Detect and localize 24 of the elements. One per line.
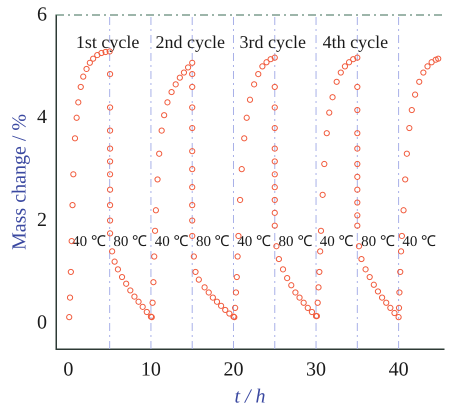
x-tick-label: 0: [63, 358, 74, 380]
x-tick-label: 30: [306, 358, 326, 380]
x-tick-label: 10: [140, 358, 161, 380]
annotation: 80 ℃: [113, 234, 148, 250]
annotation: 80 ℃: [361, 234, 395, 250]
annotation: 4th cycle: [322, 32, 388, 52]
annotation: 40 ℃: [154, 234, 188, 250]
annotation: 2nd cycle: [155, 32, 225, 52]
annotation: 1st cycle: [76, 32, 140, 52]
x-axis-title: t / h: [234, 385, 266, 408]
y-tick-label: 0: [37, 312, 47, 334]
x-tick-label: 20: [223, 358, 244, 380]
annotation: 3rd cycle: [240, 32, 306, 52]
y-tick-label: 2: [37, 208, 47, 231]
y-tick-label: 4: [37, 106, 47, 128]
x-tick-label: 40: [388, 358, 409, 380]
annotation: 40 ℃: [237, 234, 272, 250]
annotation: 40 ℃: [402, 234, 436, 250]
annotation: 80 ℃: [196, 234, 230, 250]
annotation: 80 ℃: [278, 234, 312, 250]
y-axis-title: Mass change / %: [8, 114, 30, 250]
annotation: 40 ℃: [72, 234, 106, 250]
annotation: 40 ℃: [320, 234, 354, 250]
y-tick-label: 6: [37, 3, 47, 26]
